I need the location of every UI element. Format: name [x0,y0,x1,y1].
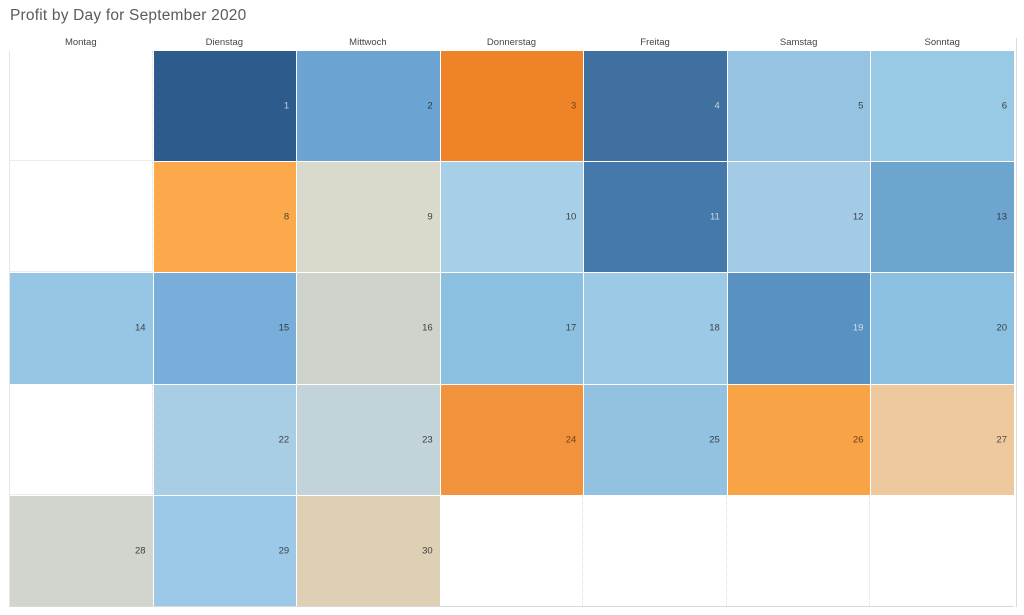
calendar-cell-day-15[interactable]: 15 [153,273,297,384]
calendar-cell-empty [440,495,584,606]
day-number: 3 [570,100,577,112]
day-number: 5 [858,100,864,112]
day-number: 19 [852,322,864,334]
calendar-cell-empty [727,495,871,606]
calendar-cell-day-18[interactable]: 18 [584,273,727,384]
day-number: 17 [565,322,577,334]
day-number: 9 [427,211,433,223]
calendar-cell-day-11[interactable]: 11 [584,162,727,273]
day-number: 1 [283,100,290,112]
calendar-cell-day-22[interactable]: 22 [153,384,297,495]
day-number: 4 [714,100,720,112]
weekday-label-montag: Montag [64,37,97,48]
calendar-cell-day-1[interactable]: 1 [153,51,297,162]
calendar-cell-day-30[interactable]: 30 [297,495,440,606]
day-number: 16 [422,322,433,334]
calendar-cell-empty [10,51,153,162]
calendar-cell-day-16[interactable]: 16 [297,273,440,384]
calendar-cell-day-2[interactable]: 2 [297,51,440,162]
calendar-cell-day-5[interactable]: 5 [727,51,871,162]
weekday-label-freitag: Freitag [640,37,670,48]
day-number: 2 [427,100,433,112]
calendar-heatmap-grid: 1 2 3 4 5 6 8 9 10 11 12 13 14 15 16 17 18 19 20 22 23 24 25 26… [9,51,1014,607]
day-number: 26 [852,433,864,445]
day-number: 29 [278,545,290,557]
day-number: 18 [709,322,720,334]
day-number: 6 [1001,100,1007,112]
page-title: Profit by Day for September 2020 [10,7,247,24]
weekday-label-sonntag: Sonntag [924,37,960,48]
calendar-cell-empty [10,162,153,273]
calendar-cell-day-6[interactable]: 6 [871,51,1014,162]
weekday-label-mittwoch: Mittwoch [349,37,387,48]
calendar-cell-day-26[interactable]: 26 [727,384,871,495]
day-number: 24 [565,433,577,445]
weekday-label-dienstag: Dienstag [205,37,244,48]
day-number: 28 [134,545,146,557]
calendar-cell-empty [871,495,1014,606]
calendar-cell-day-29[interactable]: 29 [153,495,297,606]
calendar-cell-day-27[interactable]: 27 [871,384,1014,495]
calendar-cell-day-14[interactable]: 14 [10,273,153,384]
day-number: 22 [278,433,290,445]
day-number: 11 [709,211,720,223]
right-pane-border [1016,38,1017,607]
calendar-cell-day-3[interactable]: 3 [440,51,584,162]
day-number: 10 [565,211,577,223]
calendar-cell-day-8[interactable]: 8 [153,162,297,273]
calendar-cell-day-20[interactable]: 20 [871,273,1014,384]
day-number: 25 [709,433,720,445]
calendar-cell-day-19[interactable]: 19 [727,273,871,384]
day-number: 12 [852,211,864,223]
day-number: 15 [278,322,290,334]
day-number: 23 [422,433,433,445]
day-number: 30 [422,545,433,557]
calendar-cell-day-10[interactable]: 10 [440,162,584,273]
calendar-cell-day-4[interactable]: 4 [584,51,727,162]
calendar-cell-day-9[interactable]: 9 [297,162,440,273]
calendar-cell-day-23[interactable]: 23 [297,384,440,495]
day-number: 14 [134,322,146,334]
calendar-cell-day-13[interactable]: 13 [871,162,1014,273]
calendar-cell-empty [584,495,727,606]
day-number: 13 [996,211,1007,223]
weekday-label-donnerstag: Donnerstag [486,37,537,48]
calendar-cell-day-28[interactable]: 28 [10,495,153,606]
calendar-cell-day-17[interactable]: 17 [440,273,584,384]
weekday-label-samstag: Samstag [779,37,818,48]
day-number: 27 [996,433,1007,445]
weekday-header-row: Montag Dienstag Mittwoch Donnerstag Frei… [9,35,1014,50]
day-number: 8 [283,211,290,223]
calendar-cell-day-25[interactable]: 25 [584,384,727,495]
day-number: 20 [996,322,1007,334]
calendar-cell-day-24[interactable]: 24 [440,384,584,495]
calendar-cell-empty [10,384,153,495]
calendar-cell-day-12[interactable]: 12 [727,162,871,273]
